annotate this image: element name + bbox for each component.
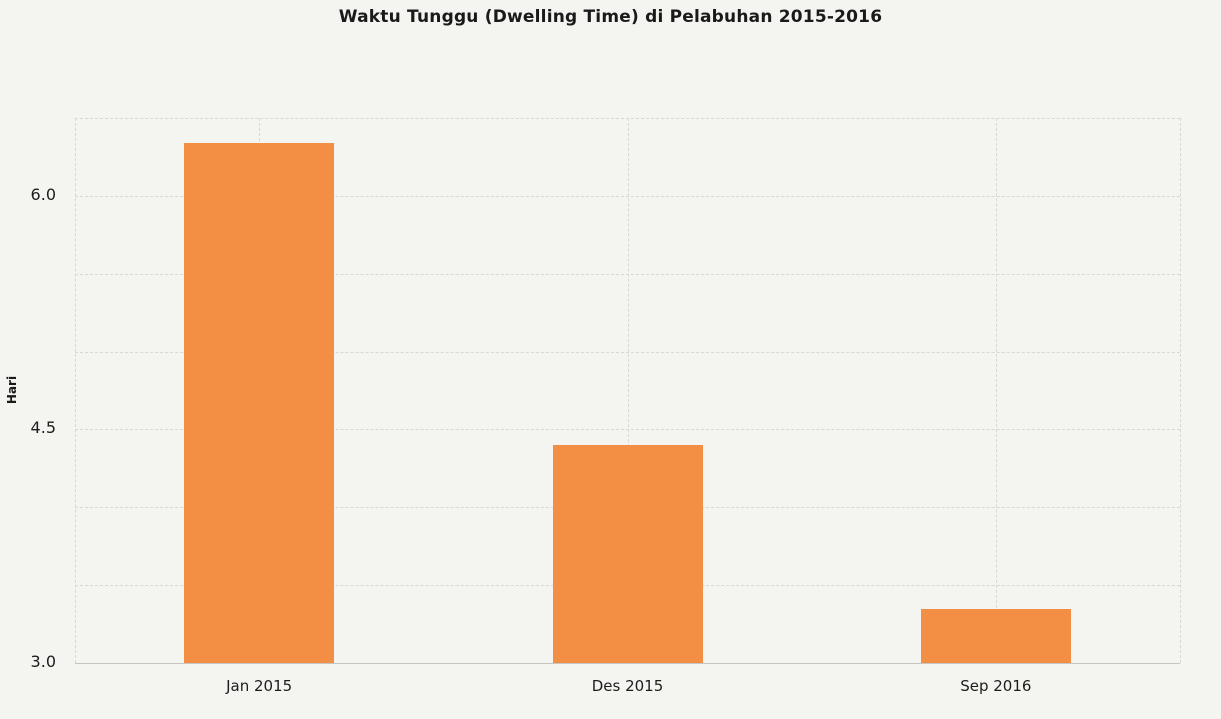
x-axis-label: Des 2015	[591, 677, 664, 695]
y-axis-title: Hari	[5, 375, 19, 405]
v-gridline	[75, 118, 76, 663]
bar-sep-2016	[920, 608, 1071, 663]
x-axis-label: Sep 2016	[960, 677, 1032, 695]
chart-title: Waktu Tunggu (Dwelling Time) di Pelabuha…	[338, 7, 883, 27]
y-tick-label: 4.5	[30, 418, 56, 438]
x-axis-line	[75, 663, 1180, 664]
y-tick-label: 6.0	[30, 184, 56, 204]
v-gridline	[627, 118, 629, 663]
bar-jan-2015	[184, 142, 335, 663]
v-gridline	[1180, 118, 1181, 663]
v-gridline	[995, 118, 997, 663]
bar-des-2015	[552, 445, 703, 663]
y-tick-label: 3.0	[30, 652, 56, 671]
x-axis-label: Jan 2015	[226, 677, 293, 695]
